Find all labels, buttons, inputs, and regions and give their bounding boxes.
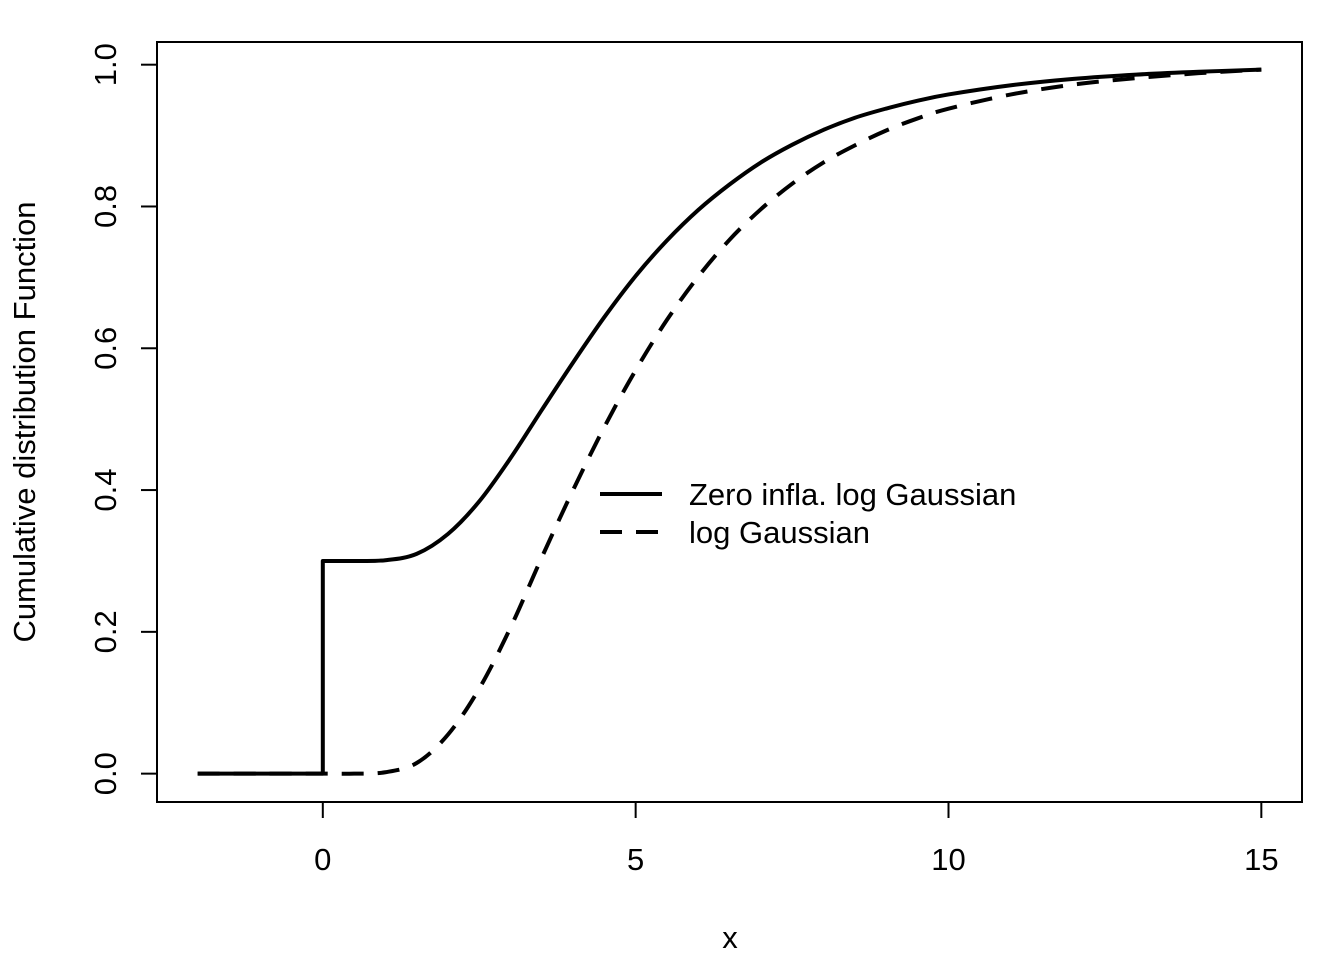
y-axis: 0.0 0.2 0.4 0.6 0.8 1.0 [88,43,158,795]
series-layer [197,67,1262,776]
legend-label: log Gaussian [689,515,870,550]
legend-label: Zero infla. log Gaussian [689,477,1016,512]
y-tick-label: 0.2 [88,610,123,653]
y-axis-label: Cumulative distribution Function [7,201,42,642]
series-line-1 [197,67,1262,776]
x-axis-label: x [722,920,738,955]
plot-frame [156,41,1303,803]
x-tick-label: 0 [314,842,331,877]
x-tick-label: 5 [627,842,644,877]
x-tick-label: 10 [931,842,965,877]
x-axis: 0 5 10 15 [314,801,1279,877]
y-tick-label: 0.4 [88,469,123,512]
series-line-2 [197,67,1262,776]
x-tick-label: 15 [1244,842,1278,877]
y-tick-label: 1.0 [88,43,123,86]
y-tick-label: 0.8 [88,185,123,228]
y-tick-label: 0.6 [88,327,123,370]
y-tick-label: 0.0 [88,752,123,795]
